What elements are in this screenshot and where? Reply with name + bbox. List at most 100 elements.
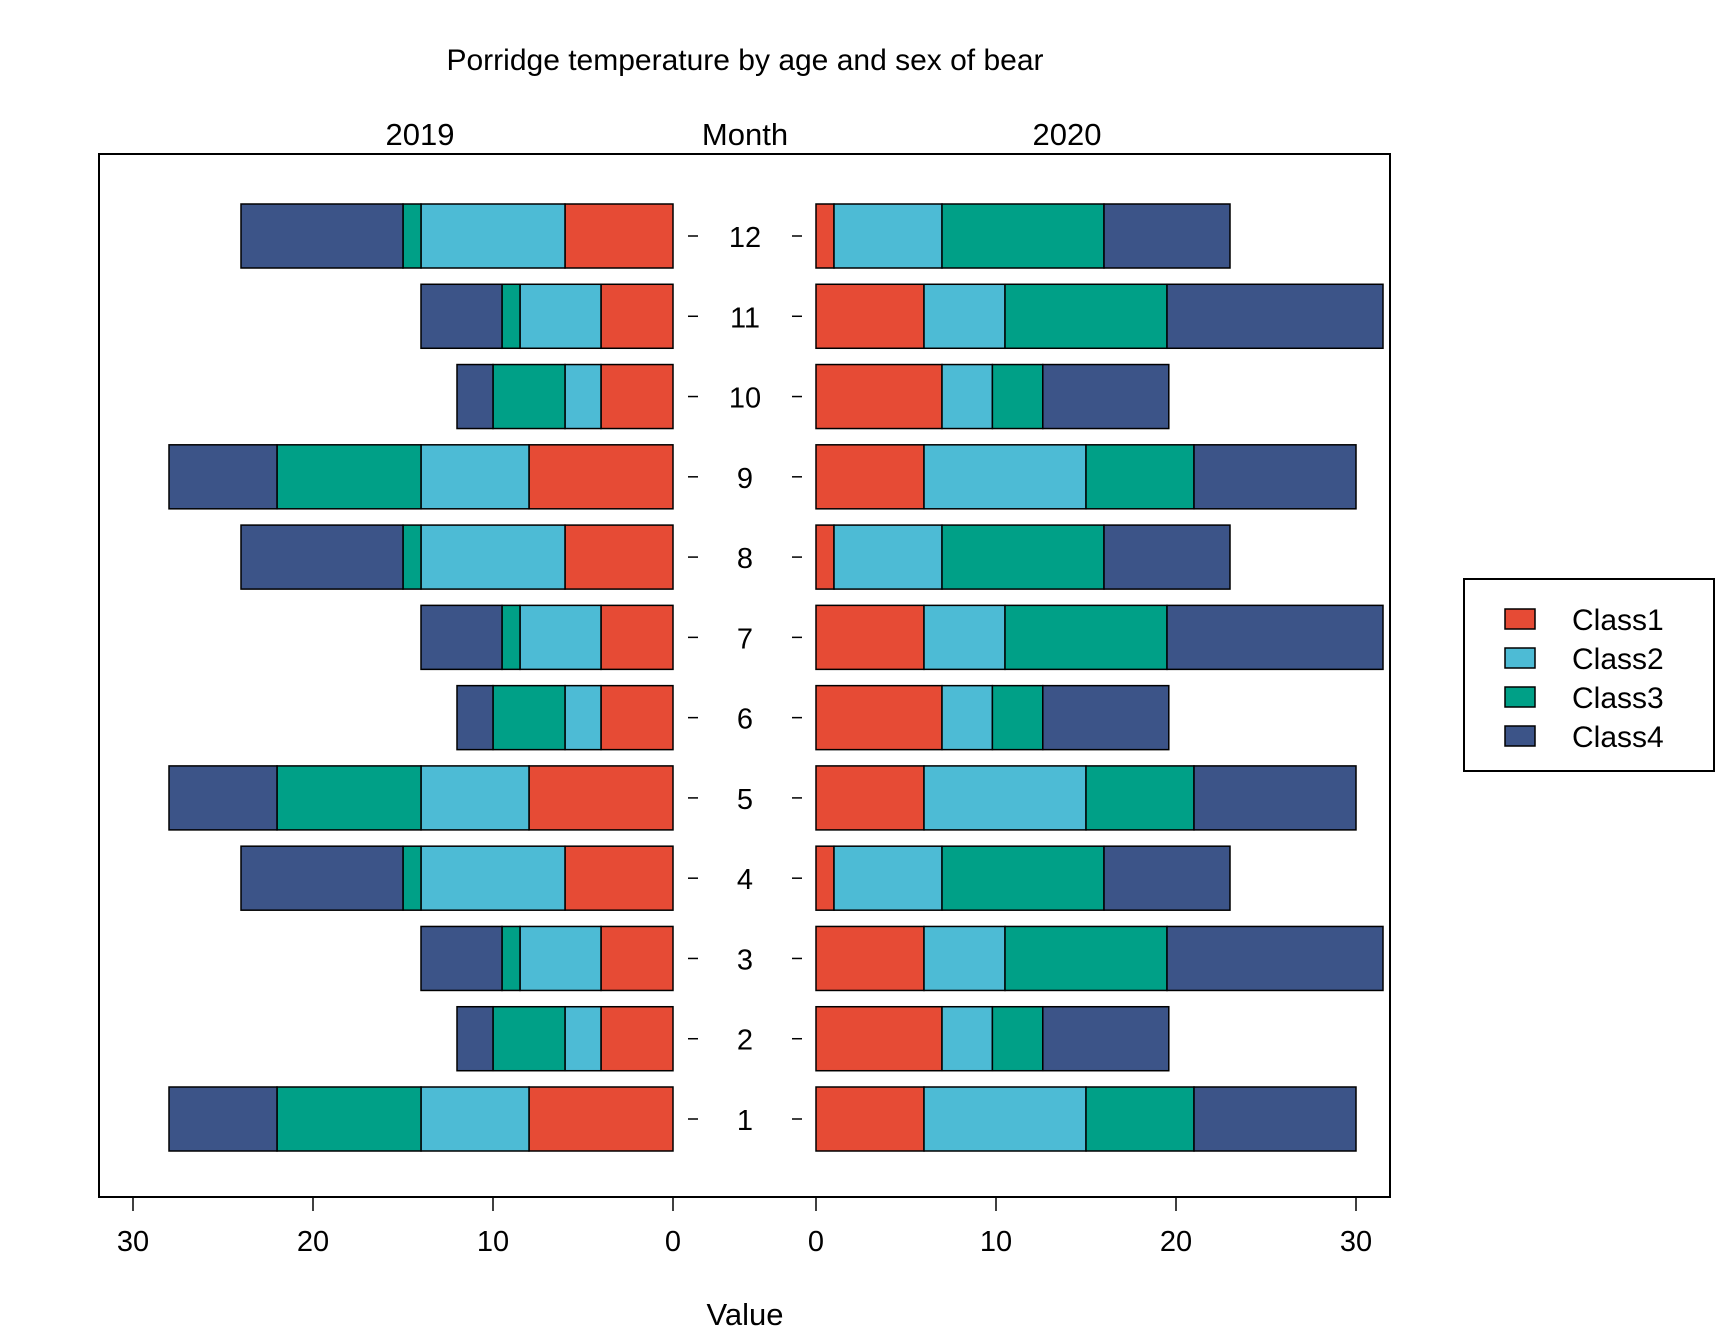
bar-2020-month-2-class4 bbox=[1042, 1005, 1170, 1072]
bar-2020-month-12-class1 bbox=[815, 203, 835, 269]
bar-2019-month-10-class4 bbox=[456, 363, 494, 430]
bar-2020-month-1-class2 bbox=[923, 1086, 1087, 1152]
x-tick-label-2019: 20 bbox=[297, 1226, 329, 1258]
legend-swatch-class1 bbox=[1504, 608, 1536, 630]
bar-2019-month-8-class1 bbox=[564, 524, 674, 590]
bar-2019-month-3-class2 bbox=[519, 925, 602, 992]
bar-2019-month-9-class4 bbox=[168, 444, 278, 510]
bar-2019-month-4-class1 bbox=[564, 845, 674, 911]
x-tick-label-2020: 30 bbox=[1340, 1226, 1372, 1258]
bar-2020-month-6-class2 bbox=[941, 684, 994, 751]
bar-2019-month-12-class1 bbox=[564, 203, 674, 269]
bar-2020-month-4-class4 bbox=[1103, 845, 1231, 911]
bar-2019-month-8-class2 bbox=[420, 524, 566, 590]
bar-2019-month-12-class3 bbox=[402, 203, 422, 269]
bar-2019-month-10-class3 bbox=[492, 363, 566, 430]
bar-2020-month-1-class4 bbox=[1193, 1086, 1357, 1152]
category-label: 6 bbox=[737, 704, 753, 736]
bar-2019-month-1-class4 bbox=[168, 1086, 278, 1152]
bar-2019-month-2-class4 bbox=[456, 1005, 494, 1072]
bar-2019-month-3-class3 bbox=[501, 925, 521, 992]
bar-2020-month-8-class4 bbox=[1103, 524, 1231, 590]
bar-2019-month-10-class1 bbox=[600, 363, 674, 430]
legend-label-class3: Class3 bbox=[1572, 682, 1664, 715]
bar-2019-month-6-class2 bbox=[564, 684, 602, 751]
bar-2020-month-3-class4 bbox=[1166, 925, 1384, 992]
bar-2019-month-12-class2 bbox=[420, 203, 566, 269]
category-label: 3 bbox=[737, 944, 753, 976]
bar-2020-month-4-class3 bbox=[941, 845, 1105, 911]
category-label: 9 bbox=[737, 463, 753, 495]
bar-2019-month-2-class1 bbox=[600, 1005, 674, 1072]
bar-2019-month-6-class4 bbox=[456, 684, 494, 751]
bar-2020-month-8-class3 bbox=[941, 524, 1105, 590]
bar-2019-month-7-class3 bbox=[501, 604, 521, 671]
bar-2020-month-10-class2 bbox=[941, 363, 994, 430]
bar-2020-month-3-class2 bbox=[923, 925, 1006, 992]
bar-2019-month-7-class4 bbox=[420, 604, 503, 671]
x-tick-label-2020: 0 bbox=[808, 1226, 824, 1258]
bar-2020-month-11-class4 bbox=[1166, 283, 1384, 350]
bar-2019-month-4-class3 bbox=[402, 845, 422, 911]
bar-2020-month-11-class1 bbox=[815, 283, 925, 350]
bar-2020-month-7-class3 bbox=[1004, 604, 1168, 671]
category-label: 1 bbox=[737, 1105, 753, 1137]
bar-2020-month-4-class1 bbox=[815, 845, 835, 911]
bar-2020-month-5-class1 bbox=[815, 765, 925, 831]
bar-2019-month-3-class4 bbox=[420, 925, 503, 992]
legend-label-class2: Class2 bbox=[1572, 643, 1664, 676]
bar-2019-month-9-class1 bbox=[528, 444, 674, 510]
bar-2020-month-7-class2 bbox=[923, 604, 1006, 671]
bar-2019-month-11-class4 bbox=[420, 283, 503, 350]
bar-2019-month-10-class2 bbox=[564, 363, 602, 430]
chart-title: Porridge temperature by age and sex of b… bbox=[446, 44, 1043, 77]
bar-2020-month-4-class2 bbox=[833, 845, 943, 911]
bar-2020-month-5-class3 bbox=[1085, 765, 1195, 831]
bar-2020-month-3-class1 bbox=[815, 925, 925, 992]
bar-2020-month-6-class3 bbox=[991, 684, 1044, 751]
bar-2020-month-8-class2 bbox=[833, 524, 943, 590]
bar-2019-month-11-class3 bbox=[501, 283, 521, 350]
bar-2019-month-8-class4 bbox=[240, 524, 404, 590]
x-axes: 0 10 20 30 0 10 20 30 bbox=[117, 1196, 1372, 1258]
bar-2020-month-12-class3 bbox=[941, 203, 1105, 269]
bar-2020-month-5-class2 bbox=[923, 765, 1087, 831]
bar-2019-month-6-class3 bbox=[492, 684, 566, 751]
x-tick-label-2019: 10 bbox=[477, 1226, 509, 1258]
bar-2019-month-6-class1 bbox=[600, 684, 674, 751]
bar-2020-month-9-class3 bbox=[1085, 444, 1195, 510]
bar-2019-month-1-class2 bbox=[420, 1086, 530, 1152]
bar-2020-month-2-class1 bbox=[815, 1005, 943, 1072]
bar-2019-month-5-class1 bbox=[528, 765, 674, 831]
bar-2019-month-12-class4 bbox=[240, 203, 404, 269]
bar-2020-month-11-class3 bbox=[1004, 283, 1168, 350]
panel-title-left: 2019 bbox=[386, 117, 455, 152]
bar-2019-month-7-class2 bbox=[519, 604, 602, 671]
panel-title-right: 2020 bbox=[1033, 117, 1102, 152]
bar-2020-month-3-class3 bbox=[1004, 925, 1168, 992]
legend-label-class1: Class1 bbox=[1572, 604, 1664, 637]
bar-2019-month-2-class2 bbox=[564, 1005, 602, 1072]
bar-2019-month-1-class1 bbox=[528, 1086, 674, 1152]
bar-2019-month-4-class4 bbox=[240, 845, 404, 911]
bar-2020-month-8-class1 bbox=[815, 524, 835, 590]
bar-2020-month-6-class1 bbox=[815, 684, 943, 751]
bar-2019-month-3-class1 bbox=[600, 925, 674, 992]
bar-2020-month-9-class2 bbox=[923, 444, 1087, 510]
bar-2019-month-5-class2 bbox=[420, 765, 530, 831]
bar-2020-month-1-class3 bbox=[1085, 1086, 1195, 1152]
legend: Class1 Class2 Class3 Class4 bbox=[1463, 578, 1715, 772]
bar-2020-month-2-class3 bbox=[991, 1005, 1044, 1072]
bar-2019-month-5-class4 bbox=[168, 765, 278, 831]
bars-layer bbox=[168, 203, 1384, 1152]
category-label: 4 bbox=[737, 864, 753, 896]
legend-swatch-class4 bbox=[1504, 725, 1536, 747]
bar-2020-month-12-class4 bbox=[1103, 203, 1231, 269]
x-tick-label-2020: 10 bbox=[980, 1226, 1012, 1258]
category-label: 12 bbox=[729, 222, 761, 254]
bar-2019-month-9-class2 bbox=[420, 444, 530, 510]
bar-2019-month-1-class3 bbox=[276, 1086, 422, 1152]
category-label: 10 bbox=[729, 383, 761, 415]
bar-2020-month-5-class4 bbox=[1193, 765, 1357, 831]
